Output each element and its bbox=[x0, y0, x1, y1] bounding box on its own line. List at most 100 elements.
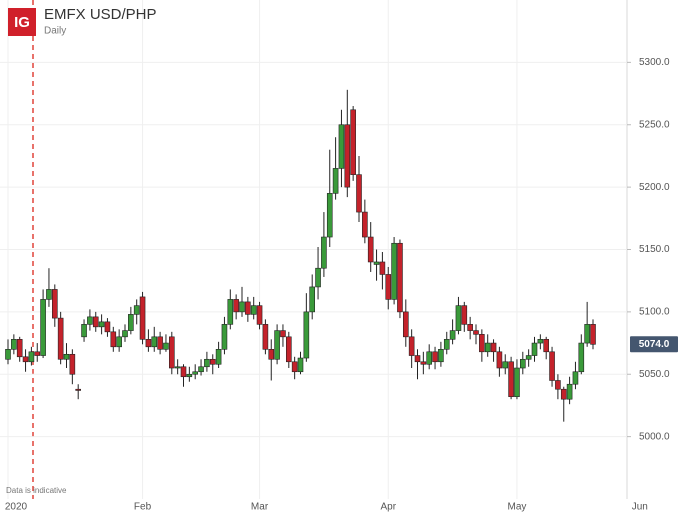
candle-body bbox=[549, 351, 555, 381]
candle-body bbox=[490, 342, 497, 353]
candle-body bbox=[16, 339, 23, 358]
candle-body bbox=[204, 358, 210, 368]
candle-body bbox=[321, 236, 327, 269]
candle-body bbox=[473, 330, 479, 335]
candle-body bbox=[309, 286, 316, 313]
candle-body bbox=[133, 305, 140, 315]
candle-body bbox=[537, 339, 544, 344]
candle-body bbox=[543, 339, 550, 353]
candle-body bbox=[397, 242, 403, 313]
candle-body bbox=[350, 109, 356, 175]
candles bbox=[0, 0, 627, 499]
candle-body bbox=[110, 331, 117, 348]
candle-body bbox=[572, 371, 579, 385]
candle-body bbox=[28, 351, 35, 363]
last-price-box bbox=[630, 336, 678, 353]
x-tick-label: 2020 bbox=[5, 502, 28, 513]
candle-body bbox=[145, 339, 152, 348]
candle-body bbox=[186, 373, 193, 378]
candle-body bbox=[584, 324, 590, 344]
candle-body bbox=[420, 361, 427, 365]
candle-body bbox=[163, 342, 169, 350]
candle-body bbox=[297, 357, 304, 373]
candle-body bbox=[484, 342, 491, 353]
candle-body bbox=[215, 348, 222, 365]
candle-body bbox=[315, 267, 321, 288]
y-tick-label: 5100.0 bbox=[639, 307, 670, 318]
candle-body bbox=[87, 316, 93, 325]
candle-body bbox=[344, 124, 351, 188]
candle-body bbox=[280, 330, 286, 338]
candle-body bbox=[98, 321, 105, 328]
candle-body bbox=[326, 193, 333, 238]
candle-body bbox=[338, 124, 345, 169]
candle-body bbox=[209, 358, 216, 365]
candle-body bbox=[268, 348, 275, 360]
candle-body bbox=[443, 339, 450, 350]
candle-body bbox=[449, 330, 456, 340]
candle-body bbox=[590, 324, 596, 345]
candle-body bbox=[245, 301, 251, 315]
y-tick-label: 5000.0 bbox=[639, 431, 670, 442]
candle-body bbox=[34, 351, 41, 356]
candle-body bbox=[180, 366, 187, 378]
candle-body bbox=[5, 348, 11, 360]
note: Data is indicative bbox=[6, 486, 67, 495]
candle-body bbox=[46, 289, 52, 300]
candle-body bbox=[139, 296, 146, 340]
x-tick-label: May bbox=[507, 502, 526, 513]
y-tick-label: 5300.0 bbox=[639, 57, 670, 68]
candle-body bbox=[22, 356, 29, 363]
candle-body bbox=[432, 351, 438, 363]
candle-body bbox=[514, 367, 520, 398]
candle-body bbox=[116, 336, 122, 348]
chart-title: EMFX USD/PHP bbox=[44, 6, 157, 23]
last-price-label: 5074.0 bbox=[639, 339, 670, 350]
candle-body bbox=[356, 174, 362, 213]
candle-body bbox=[479, 334, 485, 353]
y-tick-label: 5150.0 bbox=[639, 244, 670, 255]
candle-body bbox=[332, 168, 339, 194]
candle-body bbox=[373, 261, 380, 265]
candle-body bbox=[385, 274, 392, 300]
logo-box bbox=[8, 8, 36, 36]
logo: IG bbox=[14, 14, 30, 31]
candle-body bbox=[239, 301, 245, 313]
candle-body bbox=[578, 342, 585, 373]
x-tick-label: Jun bbox=[632, 502, 648, 513]
candle-body bbox=[81, 324, 87, 338]
candle-body bbox=[303, 311, 310, 359]
candle-body bbox=[438, 348, 444, 363]
candle-body bbox=[426, 351, 433, 365]
candle-body bbox=[104, 321, 111, 333]
candle-body bbox=[57, 317, 64, 360]
x-tick-label: Mar bbox=[251, 502, 269, 513]
candle-body bbox=[75, 388, 81, 391]
candle-body bbox=[151, 336, 158, 348]
candle-body bbox=[566, 383, 573, 400]
candle-body bbox=[379, 261, 386, 275]
y-tick-label: 5200.0 bbox=[639, 182, 670, 193]
candle-body bbox=[367, 236, 374, 263]
candle-body bbox=[40, 299, 46, 356]
candle-body bbox=[192, 371, 198, 375]
candle-body bbox=[461, 305, 468, 325]
candle-body bbox=[555, 380, 561, 390]
candle-body bbox=[291, 361, 298, 373]
candle-body bbox=[531, 342, 538, 356]
candle-body bbox=[157, 336, 163, 350]
candle-body bbox=[128, 314, 134, 331]
candle-body bbox=[362, 211, 368, 238]
candle-body bbox=[198, 366, 204, 373]
candle-body bbox=[502, 361, 509, 369]
candle-body bbox=[69, 353, 76, 375]
candle-body bbox=[408, 336, 415, 356]
candle-body bbox=[92, 316, 99, 328]
candle-body bbox=[414, 355, 421, 363]
candle-body bbox=[63, 353, 70, 360]
candle-body bbox=[122, 330, 128, 338]
candle-body bbox=[455, 305, 462, 331]
candle-body bbox=[233, 299, 239, 313]
